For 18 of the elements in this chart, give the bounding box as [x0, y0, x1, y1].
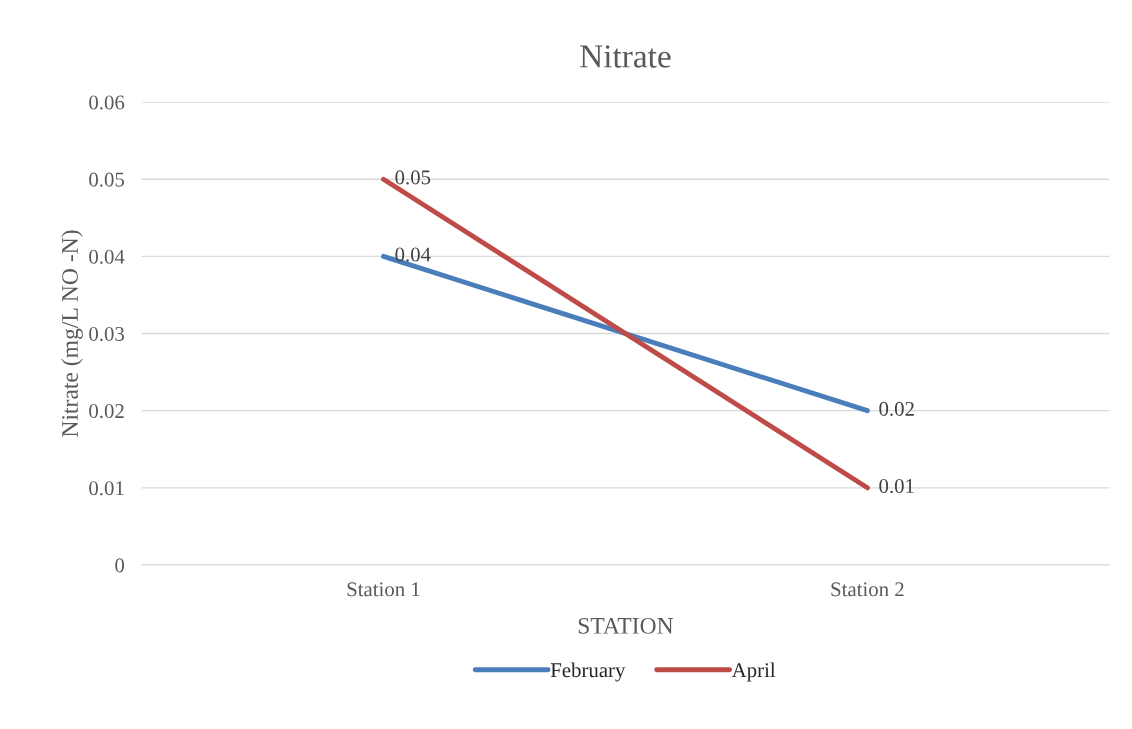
legend-label: February — [550, 662, 626, 682]
data-label: 0.05 — [395, 170, 431, 185]
x-tick-label: Station 1 — [347, 582, 420, 597]
chart-title: Nitrate — [580, 45, 671, 68]
y-tick-label: 0.04 — [89, 249, 125, 264]
y-tick-label: 0.01 — [89, 481, 124, 496]
data-label: 0.01 — [879, 478, 914, 494]
data-label: 0.04 — [395, 247, 431, 262]
y-tick-label: 0.06 — [89, 95, 125, 110]
y-tick-label: 0.03 — [89, 326, 125, 342]
y-tick-label: 0 — [115, 558, 125, 573]
x-tick-label: Station 2 — [831, 582, 904, 597]
y-tick-label: 0.05 — [89, 172, 125, 187]
y-tick-label: 0.02 — [89, 404, 124, 419]
y-axis-title: Nitrate (mg/L NO -N) — [61, 230, 83, 437]
legend-label: April — [731, 662, 776, 682]
data-label: 0.02 — [879, 401, 914, 416]
x-axis-title: STATION — [578, 617, 674, 634]
